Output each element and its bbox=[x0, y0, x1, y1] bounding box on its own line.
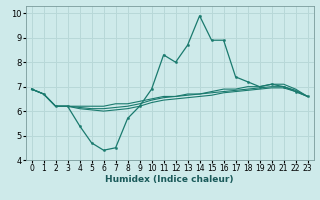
X-axis label: Humidex (Indice chaleur): Humidex (Indice chaleur) bbox=[105, 175, 234, 184]
